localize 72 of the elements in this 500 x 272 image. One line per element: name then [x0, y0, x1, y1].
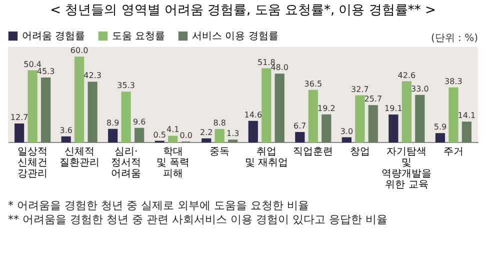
bar [402, 81, 412, 142]
bar [202, 138, 212, 142]
data-label: 42.3 [84, 71, 102, 80]
data-label: 36.5 [304, 79, 322, 88]
bar [368, 105, 378, 142]
bar [342, 137, 352, 142]
bar [134, 128, 144, 142]
bar [274, 74, 284, 142]
x-tick-label: 학대 및 폭력 피해 [156, 146, 190, 180]
data-label: 1.3 [226, 129, 240, 138]
bar [40, 77, 51, 142]
bar [28, 70, 38, 142]
data-label: 50.4 [24, 60, 42, 69]
data-label: 19.2 [317, 104, 336, 113]
data-label: 8.8 [213, 118, 226, 128]
legend-label: 도움 요청률 [112, 31, 166, 42]
x-tick-label: 직업훈련 [293, 146, 334, 158]
text: * 어려움을 경험한 청년 중 실제로 외부에 도움을 요청한 비율 [8, 199, 309, 212]
data-label: 19.1 [384, 104, 402, 113]
bar [248, 120, 258, 142]
data-label: 0.5 [153, 130, 166, 140]
x-tick-label: 창업 [350, 146, 370, 158]
data-label: 33.0 [411, 84, 429, 94]
data-label: 9.6 [132, 117, 146, 126]
data-label: 6.7 [294, 122, 306, 131]
bar [108, 128, 118, 142]
legend-label: 서비스 이용 경험률 [192, 31, 278, 42]
x-tick-label: 심리·정서적 어려움 [111, 146, 142, 180]
data-label: 3.0 [340, 126, 354, 136]
data-label: 42.6 [398, 70, 416, 80]
bar [355, 95, 365, 142]
x-tick-label: 자기탐색 및 역량개발을 위한 교육 [382, 146, 432, 190]
data-label: 5.9 [434, 122, 447, 132]
chart-title: < 청년들의 영역별 어려움 경험률, 도움 요청률*, 이용 경험률** > [50, 3, 436, 18]
x-tick-label: 신체적 질환관리 [59, 146, 100, 168]
bar [415, 94, 425, 142]
data-label: 8.9 [106, 118, 120, 128]
bar [88, 82, 98, 142]
data-label: 0.0 [180, 131, 192, 140]
data-label: 3.6 [60, 126, 72, 135]
bar [308, 90, 318, 142]
bar [14, 124, 24, 142]
bar [74, 56, 84, 142]
text: (단위 : %) [430, 33, 478, 44]
text: ** 어려움을 경험한 청년 중 관련 사회서비스 이용 경험이 있다고 응답한 비율 [8, 213, 388, 226]
data-label: 45.3 [36, 66, 55, 76]
bar [435, 133, 446, 142]
data-label: 14.6 [244, 110, 262, 120]
bar [322, 114, 332, 142]
data-label: 12.7 [10, 113, 28, 122]
bar [61, 136, 71, 142]
bar [388, 114, 398, 142]
bar [214, 129, 224, 142]
bar [448, 87, 458, 142]
bar [168, 136, 178, 142]
x-tick-label: 중독 [210, 146, 230, 158]
bar [262, 68, 272, 142]
bar [121, 92, 131, 142]
bar [295, 132, 305, 142]
bar [462, 122, 472, 142]
data-label: 25.7 [364, 94, 382, 104]
data-label: 60.0 [70, 46, 88, 56]
x-tick-label: 주거 [443, 146, 464, 158]
data-label: 4.1 [166, 125, 180, 134]
data-label: 38.3 [444, 76, 462, 86]
legend-label: 어려움 경험률 [22, 31, 86, 42]
data-label: 14.1 [458, 111, 476, 120]
x-tick-label: 취업 및 재취업 [244, 146, 288, 168]
x-tick-label: 일상적 신체건강관리 [18, 146, 48, 180]
data-label: 32.7 [351, 84, 369, 94]
data-label: 2.2 [200, 128, 213, 137]
data-label: 35.3 [117, 81, 135, 90]
